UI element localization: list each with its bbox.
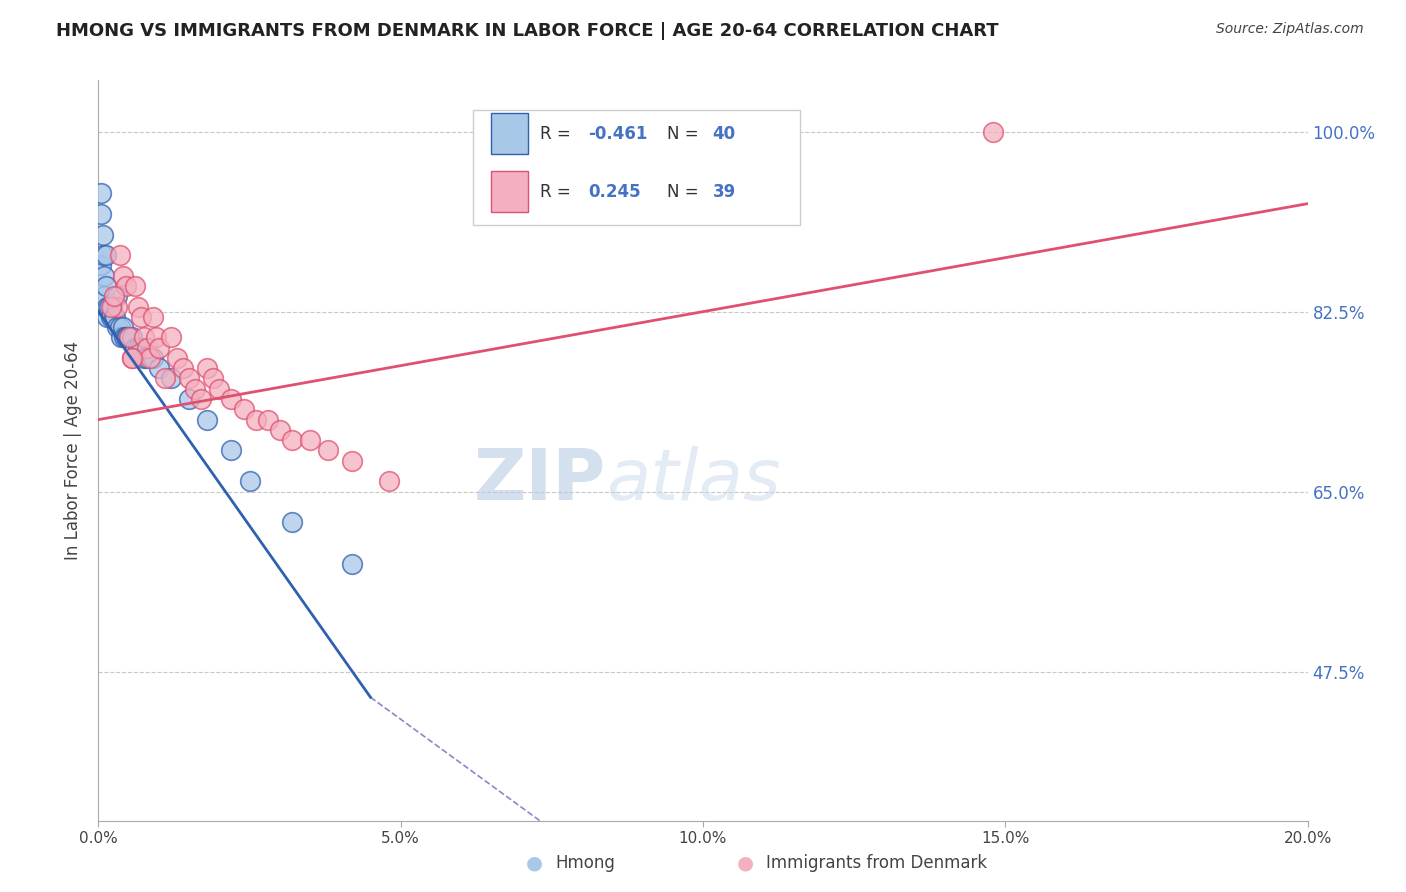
Point	[114, 330, 136, 344]
Point	[108, 248, 131, 262]
Point	[172, 361, 194, 376]
Point	[160, 371, 183, 385]
Text: ZIP: ZIP	[474, 446, 606, 515]
Text: R =: R =	[540, 125, 576, 143]
Point	[124, 341, 146, 355]
Point	[98, 300, 121, 314]
Point	[129, 341, 152, 355]
Point	[135, 351, 157, 365]
Point	[94, 279, 117, 293]
Point	[127, 300, 149, 314]
Point	[145, 330, 167, 344]
Point	[90, 259, 112, 273]
Point	[96, 310, 118, 324]
Point	[121, 351, 143, 365]
Text: 0.245: 0.245	[588, 183, 641, 201]
Point	[342, 557, 364, 571]
Point	[121, 351, 143, 365]
Text: N =: N =	[666, 183, 703, 201]
Point	[153, 371, 176, 385]
Point	[195, 412, 218, 426]
Point	[981, 125, 1004, 139]
Point	[202, 371, 225, 385]
Point	[91, 227, 114, 242]
Point	[221, 392, 243, 406]
Point	[90, 186, 112, 201]
FancyBboxPatch shape	[474, 110, 800, 225]
Point	[148, 341, 170, 355]
FancyBboxPatch shape	[492, 113, 527, 154]
Point	[118, 330, 141, 344]
Point	[111, 320, 134, 334]
Point	[103, 310, 125, 324]
Text: Immigrants from Denmark: Immigrants from Denmark	[766, 855, 987, 872]
Text: R =: R =	[540, 183, 576, 201]
Point	[195, 361, 218, 376]
Point	[111, 268, 134, 283]
Point	[110, 330, 132, 344]
Point	[142, 310, 165, 324]
Point	[105, 300, 128, 314]
Point	[135, 341, 157, 355]
Point	[132, 351, 155, 365]
Point	[281, 516, 304, 530]
Point	[117, 330, 139, 344]
Point	[108, 320, 131, 334]
Point	[104, 310, 127, 324]
Point	[129, 310, 152, 324]
Point	[245, 412, 267, 426]
Point	[221, 443, 243, 458]
Point	[114, 279, 136, 293]
Point	[94, 248, 117, 262]
Point	[112, 330, 135, 344]
Point	[121, 330, 143, 344]
Point	[96, 300, 118, 314]
Point	[90, 207, 112, 221]
Text: 39: 39	[713, 183, 735, 201]
Point	[208, 382, 231, 396]
Y-axis label: In Labor Force | Age 20-64: In Labor Force | Age 20-64	[63, 341, 82, 560]
Point	[316, 443, 339, 458]
Point	[148, 361, 170, 376]
Point	[179, 371, 201, 385]
Point	[124, 279, 146, 293]
Text: ●: ●	[526, 854, 543, 873]
Point	[184, 382, 207, 396]
Point	[142, 351, 165, 365]
Point	[105, 289, 128, 303]
FancyBboxPatch shape	[492, 171, 527, 212]
Point	[239, 475, 262, 489]
Point	[179, 392, 201, 406]
Point	[377, 475, 399, 489]
Point	[103, 289, 125, 303]
Text: HMONG VS IMMIGRANTS FROM DENMARK IN LABOR FORCE | AGE 20-64 CORRELATION CHART: HMONG VS IMMIGRANTS FROM DENMARK IN LABO…	[56, 22, 998, 40]
Point	[139, 351, 162, 365]
Point	[269, 423, 291, 437]
Point	[281, 433, 304, 447]
Point	[132, 330, 155, 344]
Point	[100, 300, 122, 314]
Point	[160, 330, 183, 344]
Point	[166, 351, 188, 365]
Text: Hmong: Hmong	[555, 855, 616, 872]
Point	[100, 310, 122, 324]
Point	[118, 330, 141, 344]
Point	[190, 392, 212, 406]
Point	[93, 289, 115, 303]
Point	[342, 454, 364, 468]
Point	[299, 433, 322, 447]
Text: ●: ●	[737, 854, 754, 873]
Point	[105, 320, 128, 334]
Point	[127, 341, 149, 355]
Point	[232, 402, 254, 417]
Point	[91, 248, 114, 262]
Point	[93, 268, 115, 283]
Point	[256, 412, 278, 426]
Point	[100, 300, 122, 314]
Text: atlas: atlas	[606, 446, 780, 515]
Text: Source: ZipAtlas.com: Source: ZipAtlas.com	[1216, 22, 1364, 37]
Text: 40: 40	[713, 125, 735, 143]
Text: -0.461: -0.461	[588, 125, 648, 143]
Text: N =: N =	[666, 125, 703, 143]
